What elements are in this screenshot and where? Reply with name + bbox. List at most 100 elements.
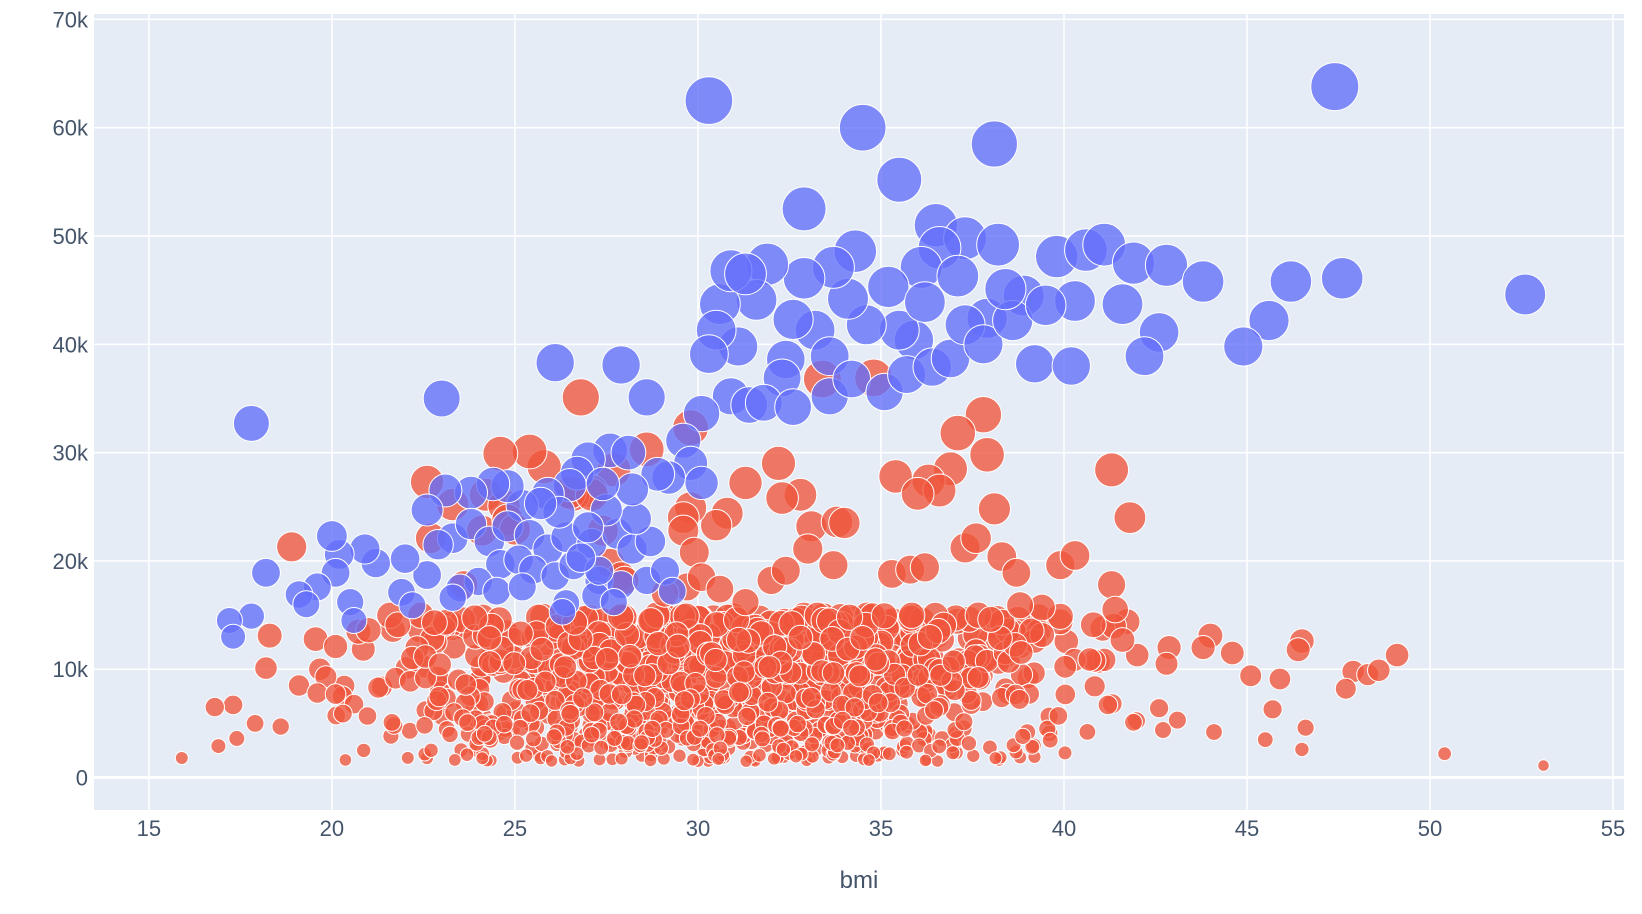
red-marker	[678, 536, 710, 568]
blue-marker	[251, 557, 281, 588]
red-marker	[545, 728, 563, 746]
blue-marker	[232, 404, 270, 442]
red-marker	[1154, 721, 1172, 739]
red-marker	[881, 746, 897, 762]
red-marker	[977, 492, 1012, 526]
red-marker	[459, 747, 475, 763]
red-marker	[595, 647, 620, 672]
red-marker	[560, 704, 581, 724]
blue-marker	[619, 502, 653, 536]
x-tick-label: 50	[1418, 816, 1442, 841]
red-marker	[475, 725, 494, 743]
red-marker	[800, 686, 822, 708]
red-marker	[703, 647, 728, 673]
red-marker	[1057, 745, 1073, 761]
red-marker	[895, 719, 914, 738]
red-marker	[1006, 591, 1035, 620]
y-tick-label: 0	[76, 766, 88, 791]
blue-marker	[412, 560, 443, 590]
red-marker	[1384, 642, 1410, 668]
red-marker	[705, 574, 735, 604]
red-marker	[1154, 651, 1179, 676]
red-marker	[617, 643, 643, 669]
blue-marker	[1504, 273, 1547, 316]
red-marker	[1239, 664, 1263, 688]
red-marker	[739, 754, 753, 768]
blue-marker	[772, 298, 814, 340]
red-marker	[1167, 710, 1187, 730]
red-marker	[423, 742, 439, 758]
x-tick-label: 55	[1601, 816, 1625, 841]
red-marker	[222, 694, 244, 716]
red-marker	[757, 655, 782, 679]
blue-marker	[535, 343, 575, 383]
blue-marker	[684, 465, 719, 501]
blue-marker	[349, 533, 381, 565]
red-marker	[1437, 746, 1452, 762]
red-marker	[916, 624, 943, 650]
red-marker	[867, 692, 889, 714]
red-marker	[753, 730, 771, 748]
red-marker	[324, 683, 347, 705]
red-marker	[1077, 647, 1102, 672]
red-marker	[245, 714, 265, 733]
blue-marker	[984, 268, 1027, 311]
blue-marker	[316, 520, 348, 552]
red-marker	[842, 718, 861, 737]
blue-marker	[976, 222, 1020, 267]
red-marker	[519, 748, 534, 763]
red-marker	[939, 414, 977, 452]
red-marker	[1059, 540, 1091, 571]
blue-marker	[615, 472, 650, 507]
blue-marker	[724, 252, 767, 296]
red-marker	[507, 620, 534, 647]
blue-marker	[682, 394, 721, 433]
red-marker	[458, 713, 478, 732]
y-tick-label: 10k	[53, 657, 89, 682]
blue-marker	[572, 511, 605, 544]
red-marker	[906, 663, 930, 687]
red-marker	[357, 706, 378, 726]
y-tick-label: 40k	[53, 332, 89, 357]
red-marker	[502, 651, 527, 676]
red-marker	[287, 674, 311, 697]
red-marker	[863, 647, 888, 672]
blue-marker	[627, 378, 666, 417]
red-marker	[228, 730, 246, 747]
red-marker	[966, 666, 990, 689]
red-marker	[960, 735, 978, 752]
red-marker	[918, 753, 933, 768]
red-marker	[511, 718, 530, 738]
red-marker	[849, 625, 876, 651]
red-marker	[1053, 654, 1078, 679]
x-axis-tick-labels: 15 20 25 30 35 40 45 50 55	[137, 816, 1626, 841]
red-marker	[941, 649, 966, 674]
red-marker	[844, 697, 865, 718]
red-marker	[1334, 677, 1357, 700]
red-marker	[428, 652, 452, 677]
red-marker	[909, 552, 941, 583]
red-marker	[757, 691, 779, 713]
red-marker	[760, 445, 797, 481]
red-marker	[643, 753, 658, 768]
blue-marker	[398, 591, 427, 620]
red-marker	[356, 742, 372, 759]
blue-marker	[867, 265, 910, 309]
red-marker	[821, 661, 846, 685]
red-marker	[1008, 640, 1034, 665]
blue-marker	[657, 576, 687, 606]
red-marker	[637, 607, 665, 635]
red-marker	[633, 734, 650, 751]
red-marker	[829, 737, 846, 754]
red-marker	[787, 624, 814, 651]
red-marker	[977, 605, 1005, 633]
red-marker	[690, 719, 710, 738]
red-marker	[338, 753, 353, 767]
red-marker	[529, 636, 555, 662]
x-tick-label: 25	[503, 816, 527, 841]
red-marker	[700, 509, 733, 542]
red-marker	[788, 714, 807, 734]
blue-marker	[970, 120, 1019, 168]
red-marker	[306, 682, 329, 704]
